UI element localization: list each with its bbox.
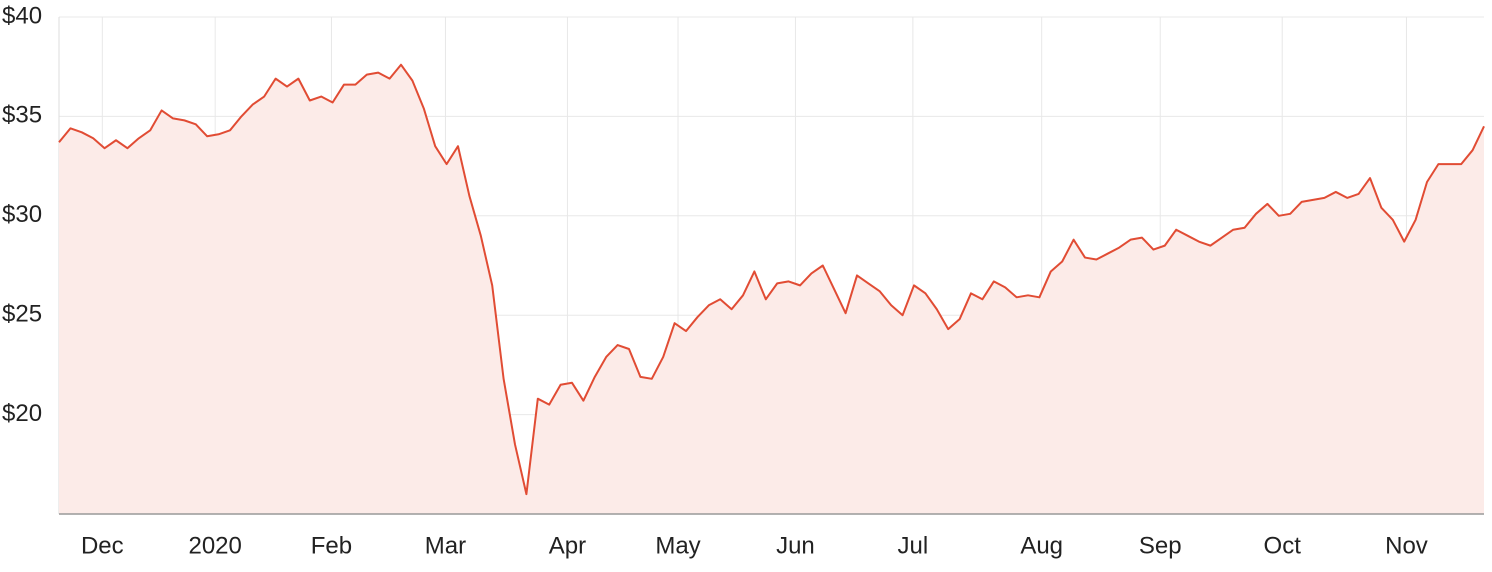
x-tick-label: Aug bbox=[1020, 532, 1063, 559]
y-tick-label: $30 bbox=[2, 201, 42, 228]
x-tick-label: 2020 bbox=[188, 532, 241, 559]
x-tick-label: Dec bbox=[81, 532, 124, 559]
area bbox=[59, 64, 1484, 514]
y-tick-label: $20 bbox=[2, 400, 42, 427]
x-tick-label: Mar bbox=[425, 532, 466, 559]
x-tick-label: Jul bbox=[898, 532, 929, 559]
line bbox=[58, 63, 1485, 496]
x-tick-label: Jun bbox=[776, 532, 815, 559]
y-tick-label: $40 bbox=[2, 2, 42, 29]
x-tick-label: Sep bbox=[1139, 532, 1182, 559]
x-tick-label: Nov bbox=[1385, 532, 1428, 559]
y-tick-label: $35 bbox=[2, 102, 42, 129]
x-tick-label: Oct bbox=[1264, 532, 1302, 559]
y-tick-label: $25 bbox=[2, 301, 42, 328]
x-tick-label: Apr bbox=[549, 532, 586, 559]
x-tick-label: Feb bbox=[311, 532, 352, 559]
x-tick-label: May bbox=[655, 532, 700, 559]
